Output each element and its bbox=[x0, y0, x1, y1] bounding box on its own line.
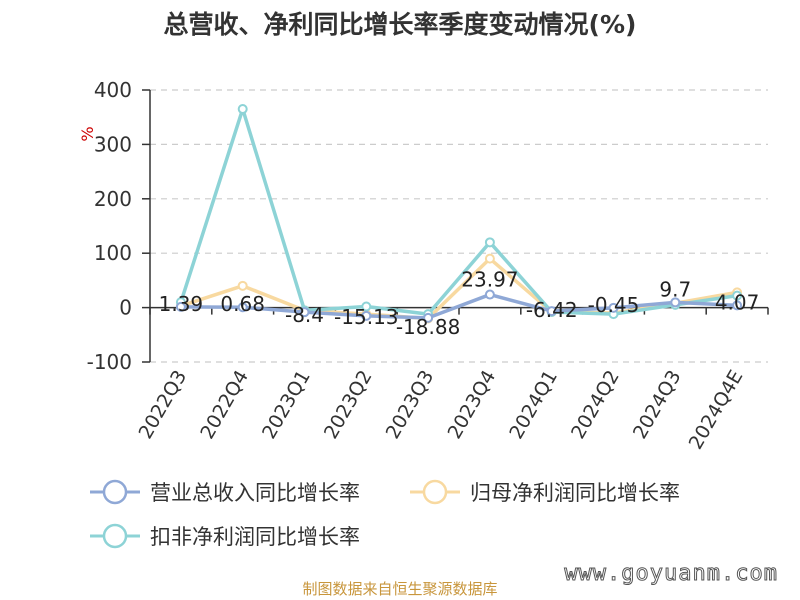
data-label: 4.07 bbox=[715, 290, 760, 314]
y-tick-label: 400 bbox=[94, 78, 132, 102]
data-point bbox=[237, 280, 248, 291]
x-tick-label: 2024Q1 bbox=[505, 367, 562, 443]
legend-marker bbox=[422, 479, 448, 505]
data-point bbox=[732, 300, 743, 311]
legend-label: 营业总收入同比增长率 bbox=[150, 481, 360, 505]
x-tick-label: 2024Q2 bbox=[567, 367, 624, 443]
data-point bbox=[484, 237, 495, 248]
data-point bbox=[484, 289, 495, 300]
source-note: 制图数据来自恒生聚源数据库 bbox=[302, 580, 497, 598]
data-label: -8.4 bbox=[285, 303, 324, 327]
x-tick-label: 2024Q3 bbox=[629, 367, 686, 443]
series-line bbox=[179, 107, 738, 316]
legend-label: 归母净利润同比增长率 bbox=[470, 481, 680, 505]
data-point bbox=[361, 301, 372, 312]
x-tick-label: 2023Q1 bbox=[258, 367, 315, 443]
x-tick-label: 2023Q2 bbox=[320, 367, 377, 443]
data-point bbox=[175, 301, 186, 312]
y-tick-label: 300 bbox=[94, 132, 132, 156]
y-tick-label: -100 bbox=[87, 350, 132, 374]
data-point bbox=[237, 104, 248, 115]
x-tick-label: 2023Q4 bbox=[443, 367, 500, 443]
watermark: www.goyuanm.com bbox=[564, 561, 778, 586]
legend-item: 营业总收入同比增长率 bbox=[90, 479, 360, 505]
data-label: -15.13 bbox=[334, 305, 398, 329]
legend-item: 扣非净利润同比增长率 bbox=[90, 523, 360, 549]
series-line bbox=[180, 292, 738, 320]
data-label: -0.45 bbox=[588, 293, 640, 317]
data-point bbox=[732, 290, 743, 301]
y-axis-unit: % bbox=[78, 126, 97, 141]
data-point bbox=[299, 307, 310, 318]
data-label: 1.39 bbox=[159, 292, 204, 316]
data-label: -6.42 bbox=[526, 298, 578, 322]
data-point bbox=[237, 302, 248, 313]
x-tick-label: 2022Q3 bbox=[134, 367, 191, 443]
data-label: 9.7 bbox=[659, 277, 691, 301]
y-tick-labels: 400 300 200 100 0 -100 bbox=[87, 78, 132, 374]
y-tick-label: 0 bbox=[119, 296, 132, 320]
x-tick-label: 2024Q4E bbox=[685, 367, 748, 454]
x-tick-label: 2023Q3 bbox=[382, 367, 439, 443]
legend-item: 归母净利润同比增长率 bbox=[410, 479, 680, 505]
chart-title: 总营收、净利同比增长率季度变动情况(%) bbox=[164, 10, 637, 39]
data-point bbox=[361, 310, 372, 321]
y-tick-label: 200 bbox=[94, 187, 132, 211]
data-point bbox=[546, 306, 557, 317]
data-point bbox=[484, 253, 495, 264]
data-label: 0.68 bbox=[220, 292, 265, 316]
legend-marker bbox=[102, 523, 128, 549]
y-tick-label: 100 bbox=[94, 241, 132, 265]
x-tick-labels: 2022Q3 2022Q4 2023Q1 2023Q2 2023Q3 2023Q4 2024… bbox=[134, 367, 747, 454]
x-tick-label: 2022Q4 bbox=[196, 367, 253, 443]
series-lines bbox=[175, 104, 743, 324]
data-label: 23.97 bbox=[461, 268, 518, 292]
legend-label: 扣非净利润同比增长率 bbox=[150, 525, 360, 549]
data-point bbox=[608, 302, 619, 313]
data-point bbox=[670, 297, 681, 308]
data-label: -18.88 bbox=[396, 315, 460, 339]
data-point bbox=[423, 312, 434, 323]
legend-marker bbox=[102, 479, 128, 505]
